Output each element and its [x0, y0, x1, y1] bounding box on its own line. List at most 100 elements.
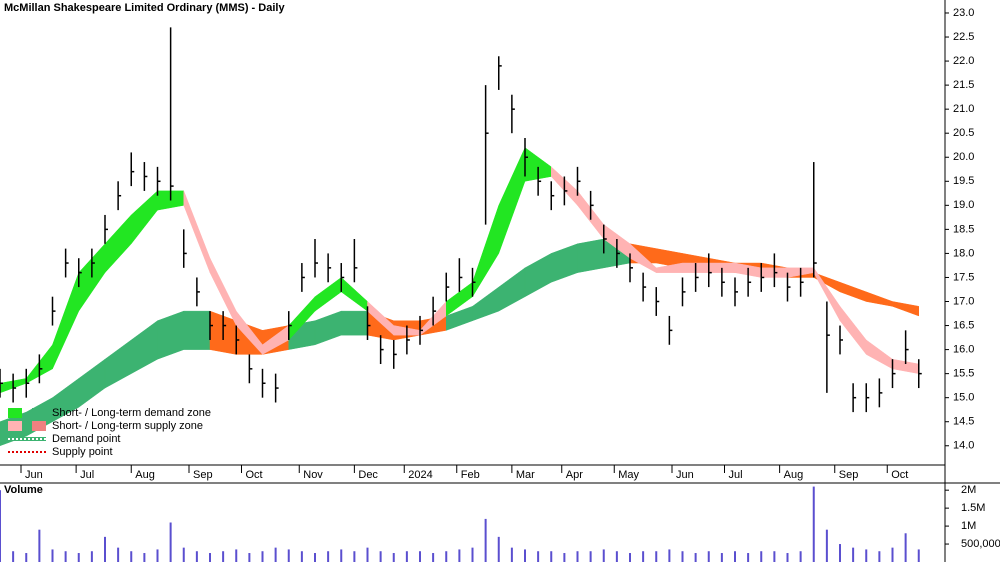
volume-bar: [419, 551, 421, 562]
x-tick-label: Jul: [80, 469, 94, 481]
volume-bar: [353, 551, 356, 562]
x-tick-label: Jun: [676, 469, 694, 481]
volume-bar: [90, 551, 93, 562]
x-tick-label: Jul: [729, 469, 743, 481]
volume-bar: [143, 553, 146, 562]
volume-bar: [261, 551, 264, 562]
volume-bar: [432, 553, 435, 562]
volume-bar: [248, 553, 251, 562]
x-tick-label: Apr: [566, 469, 583, 481]
y-tick-label: 22.0: [953, 55, 974, 67]
volume-bar: [458, 549, 461, 562]
y-tick-label: 14.0: [953, 440, 974, 452]
y-tick-label: 18.0: [953, 247, 974, 259]
volume-bar: [25, 553, 28, 562]
volume-bar: [366, 547, 369, 562]
volume-bar: [117, 547, 120, 562]
volume-bar: [865, 549, 868, 562]
volume-bar: [707, 551, 710, 562]
chart-title: McMillan Shakespeare Limited Ordinary (M…: [4, 2, 285, 14]
volume-tick-label: 1M: [961, 520, 976, 532]
volume-bar: [77, 553, 80, 562]
volume-bar: [799, 551, 802, 562]
price-bars: [0, 27, 922, 413]
volume-bar: [182, 547, 185, 562]
long-band-segment: [183, 310, 211, 350]
legend-label: Short- / Long-term supply zone: [52, 420, 203, 432]
volume-bar: [550, 551, 553, 562]
volume-bar: [642, 551, 645, 562]
x-tick-label: 2024: [408, 469, 432, 481]
volume-bar: [484, 518, 487, 562]
volume-tick-label: 500,000: [961, 538, 1000, 550]
y-tick-label: 21.0: [953, 103, 974, 115]
volume-bar: [615, 551, 618, 562]
x-tick-label: Dec: [358, 469, 378, 481]
volume-bar: [747, 553, 750, 562]
y-tick-label: 14.5: [953, 416, 974, 428]
volume-bar: [12, 551, 15, 562]
volume-bar: [130, 551, 133, 562]
volume-bar: [589, 551, 592, 562]
volume-bar: [235, 549, 238, 562]
volume-bar: [300, 551, 303, 562]
y-tick-label: 15.5: [953, 368, 974, 380]
y-tick-label: 19.0: [953, 199, 974, 211]
volume-bar: [379, 551, 382, 562]
volume-bar: [576, 551, 579, 562]
volume-bar: [694, 553, 697, 562]
volume-bar: [602, 549, 605, 562]
volume-bar: [537, 551, 540, 562]
x-tick-label: Oct: [891, 469, 908, 481]
y-tick-label: 23.0: [953, 7, 974, 19]
volume-bar: [169, 522, 172, 562]
volume-bar: [734, 551, 736, 562]
volume-bar: [274, 547, 277, 562]
volume-bar: [563, 553, 566, 562]
volume-bar: [904, 533, 907, 562]
y-tick-label: 15.0: [953, 392, 974, 404]
y-tick-label: 17.0: [953, 295, 974, 307]
x-tick-label: Mar: [516, 469, 535, 481]
legend-swatch: [32, 421, 46, 431]
volume-bar: [629, 553, 631, 562]
volume-bar: [38, 529, 41, 562]
volume-bar: [51, 549, 54, 562]
long-band-segment: [341, 310, 368, 336]
legend-label: Short- / Long-term demand zone: [52, 407, 211, 419]
x-tick-label: Feb: [461, 469, 480, 481]
y-tick-label: 20.0: [953, 151, 974, 163]
x-tick-label: Oct: [246, 469, 263, 481]
x-tick-label: Sep: [193, 469, 213, 481]
volume-bar: [287, 549, 290, 562]
long-band-segment: [892, 301, 919, 317]
volume-bar: [405, 551, 408, 562]
y-tick-label: 20.5: [953, 127, 974, 139]
volume-bar: [878, 551, 881, 562]
y-tick-label: 17.5: [953, 271, 974, 283]
legend-swatch: [32, 408, 46, 418]
volume-bar: [195, 551, 198, 562]
volume-bar: [825, 529, 828, 562]
volume-bar: [445, 551, 448, 562]
volume-bar: [668, 549, 671, 562]
y-tick-label: 16.0: [953, 343, 974, 355]
x-tick-label: Jun: [25, 469, 43, 481]
volume-bar: [655, 551, 658, 562]
volume-bar: [891, 547, 894, 562]
x-tick-label: Aug: [135, 469, 155, 481]
volume-bar: [510, 547, 513, 562]
volume-bar: [314, 553, 316, 562]
volume-bar: [720, 553, 723, 562]
y-tick-label: 18.5: [953, 223, 974, 235]
y-tick-label: 22.5: [953, 31, 974, 43]
x-tick-label: Aug: [784, 469, 804, 481]
volume-bar: [471, 547, 474, 562]
volume-bar: [156, 549, 159, 562]
volume-bar: [917, 549, 920, 562]
volume-bar: [839, 544, 841, 562]
volume-bar: [681, 551, 684, 562]
volume-bar: [327, 551, 330, 562]
